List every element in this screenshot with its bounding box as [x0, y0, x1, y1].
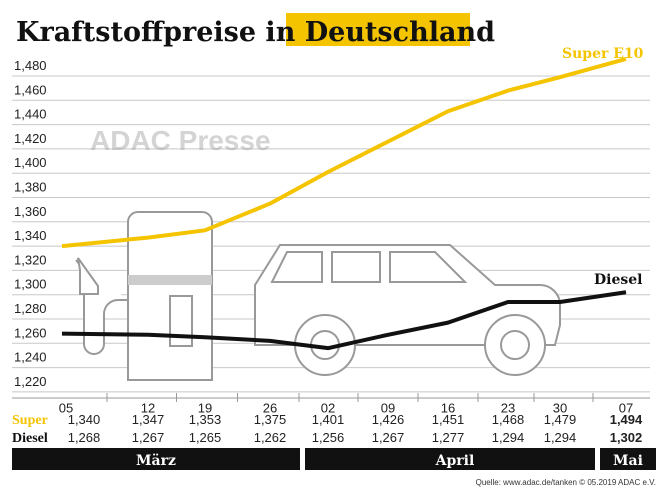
x-tick-label: 12 [141, 401, 155, 416]
series-line-diesel [61, 290, 627, 351]
series-label-diesel: Diesel [594, 272, 642, 288]
x-tick-label: 19 [198, 401, 212, 416]
y-tick-label: 1,440 [14, 107, 47, 122]
table-value: 1,451 [432, 412, 465, 427]
x-tick-label: 02 [321, 401, 335, 416]
table-value: 1,302 [610, 430, 643, 445]
y-tick-label: 1,320 [14, 252, 47, 267]
y-tick-label: 1,480 [14, 58, 47, 73]
table-row-label: Super [12, 413, 48, 428]
series-label-super-e10: Super E10 [562, 46, 644, 62]
table-row-label: Diesel [12, 431, 48, 446]
x-tick-label: 07 [619, 401, 633, 416]
table-value: 1,340 [68, 412, 101, 427]
source-note: Quelle: www.adac.de/tanken © 05.2019 ADA… [476, 478, 656, 487]
table-value: 1,347 [132, 412, 165, 427]
chart-title: Kraftstoffpreise in Deutschland [16, 17, 495, 48]
table-value: 1,468 [492, 412, 525, 427]
month-label-mai: Mai [613, 453, 643, 469]
table-value: 1,294 [492, 430, 525, 445]
y-tick-label: 1,340 [14, 228, 47, 243]
table-value: 1,256 [312, 430, 345, 445]
table-value: 1,426 [372, 412, 405, 427]
month-bar-april [305, 448, 595, 470]
y-tick-label: 1,460 [14, 82, 47, 97]
month-label-maerz: März [136, 453, 176, 469]
x-tick-label: 30 [553, 401, 567, 416]
table-value: 1,265 [189, 430, 222, 445]
table-value: 1,401 [312, 412, 345, 427]
y-tick-label: 1,240 [14, 350, 47, 365]
y-tick-label: 1,300 [14, 277, 47, 292]
table-value: 1,494 [610, 412, 643, 427]
x-tick-label: 16 [441, 401, 455, 416]
x-tick-label: 23 [501, 401, 515, 416]
y-tick-label: 1,280 [14, 301, 47, 316]
month-label-april: April [435, 453, 475, 469]
y-tick-label: 1,260 [14, 325, 47, 340]
table-value: 1,294 [544, 430, 577, 445]
title-highlight-box [286, 13, 470, 46]
y-tick-label: 1,420 [14, 131, 47, 146]
table-value: 1,375 [254, 412, 287, 427]
table-value: 1,262 [254, 430, 287, 445]
x-tick-label: 09 [381, 401, 395, 416]
month-bar-maerz [12, 448, 300, 470]
table-value: 1,353 [189, 412, 222, 427]
table-value: 1,277 [432, 430, 465, 445]
table-value: 1,479 [544, 412, 577, 427]
y-tick-label: 1,360 [14, 204, 47, 219]
y-tick-label: 1,400 [14, 155, 47, 170]
table-value: 1,268 [68, 430, 101, 445]
table-value: 1,267 [132, 430, 165, 445]
y-tick-label: 1,220 [14, 374, 47, 389]
watermark: ADAC Presse [90, 125, 271, 156]
x-tick-label: 26 [263, 401, 277, 416]
table-value: 1,267 [372, 430, 405, 445]
y-tick-label: 1,380 [14, 180, 47, 195]
x-tick-label: 05 [59, 401, 73, 416]
month-bar-mai [600, 448, 656, 470]
series-line-super [61, 57, 627, 249]
car-illustration [254, 244, 561, 376]
